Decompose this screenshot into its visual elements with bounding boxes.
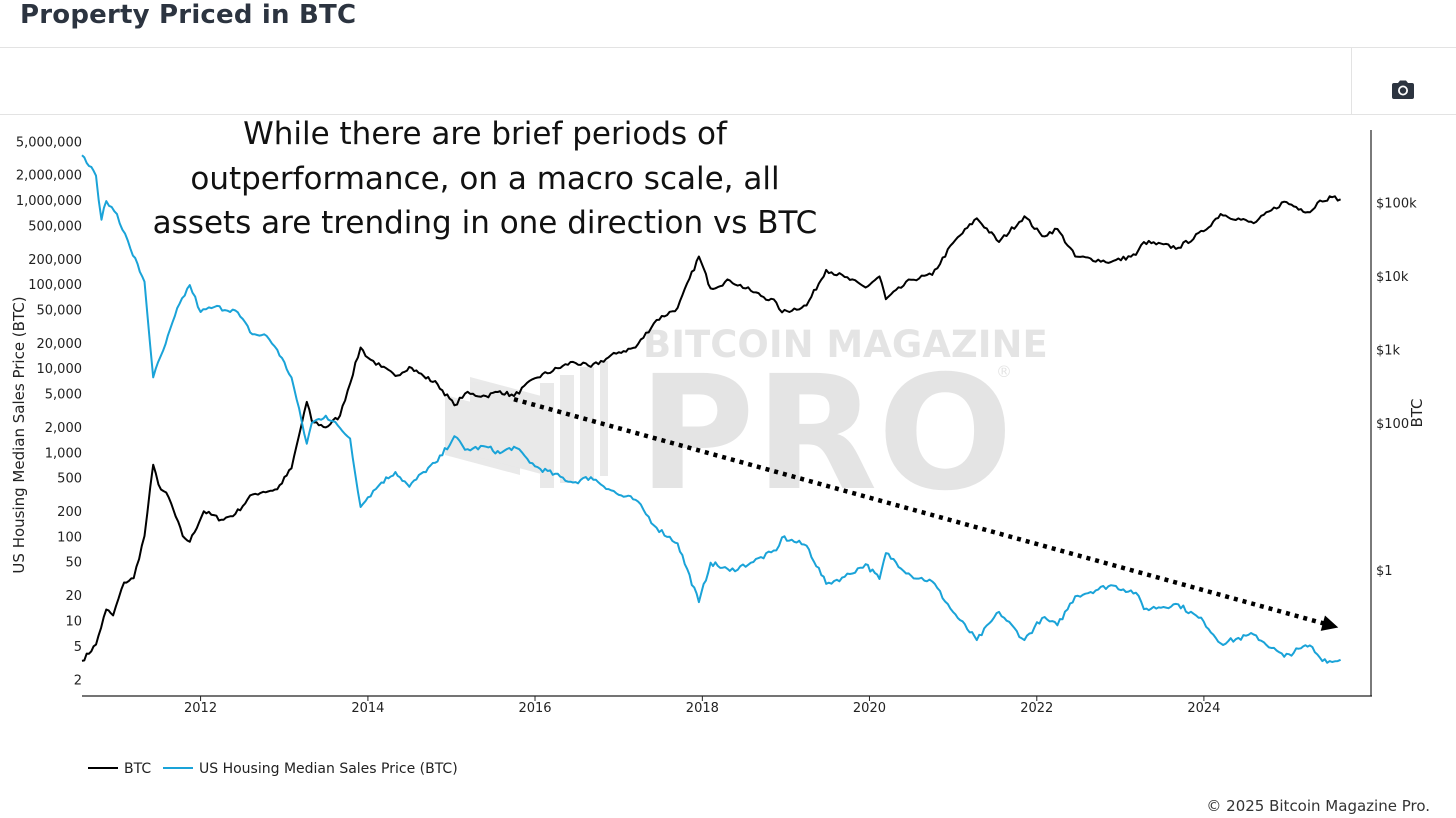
x-tick-label: 2012 bbox=[184, 701, 217, 716]
right-tick-label: $100k bbox=[1376, 197, 1417, 212]
annotation-line-3: assets are trending in one direction vs … bbox=[153, 205, 818, 241]
left-tick-label: 10,000 bbox=[37, 362, 83, 377]
chart-legend: BTC US Housing Median Sales Price (BTC) bbox=[88, 761, 458, 777]
legend-label-btc: BTC bbox=[124, 761, 151, 777]
watermark-registered-mark: ® bbox=[996, 362, 1012, 381]
x-tick-label: 2016 bbox=[518, 701, 551, 716]
left-tick-label: 10 bbox=[65, 614, 82, 629]
left-tick-label: 50,000 bbox=[37, 303, 83, 318]
watermark-mark-icon bbox=[445, 361, 608, 488]
left-tick-label: 200,000 bbox=[28, 253, 82, 268]
x-tick-label: 2022 bbox=[1020, 701, 1053, 716]
right-axis-ticks: $1 $100 $1k $10k $100k bbox=[1376, 197, 1417, 580]
left-tick-label: 5,000 bbox=[45, 388, 82, 403]
chart-area: BITCOIN MAGAZINE PRO ® 2 5 10 20 50 100 200 500… bbox=[10, 116, 1426, 777]
series-layer bbox=[81, 154, 1342, 664]
annotation-line-1: While there are brief periods of bbox=[243, 116, 728, 152]
left-tick-label: 100,000 bbox=[28, 278, 82, 293]
housing-price-line bbox=[81, 154, 1342, 664]
left-tick-label: 1,000,000 bbox=[16, 194, 82, 209]
left-tick-label: 20,000 bbox=[37, 337, 83, 352]
right-axis-title: BTC bbox=[1408, 398, 1426, 427]
watermark-line1: BITCOIN MAGAZINE bbox=[643, 323, 1048, 366]
right-tick-label: $1k bbox=[1376, 344, 1401, 359]
left-tick-label: 100 bbox=[57, 530, 82, 545]
right-tick-label: $10k bbox=[1376, 270, 1409, 285]
chart-toolbar bbox=[0, 48, 1456, 115]
legend-item-housing[interactable]: US Housing Median Sales Price (BTC) bbox=[163, 761, 458, 777]
x-tick-label: 2024 bbox=[1187, 701, 1220, 716]
trend-arrow-line bbox=[513, 397, 1332, 628]
left-tick-label: 500,000 bbox=[28, 219, 82, 234]
left-tick-label: 5 bbox=[74, 640, 82, 655]
trend-arrow-head bbox=[1320, 615, 1339, 631]
left-tick-label: 2 bbox=[74, 673, 82, 688]
right-tick-label: $1 bbox=[1376, 564, 1393, 579]
x-tick-label: 2020 bbox=[853, 701, 886, 716]
left-tick-label: 200 bbox=[57, 505, 82, 520]
left-tick-label: 20 bbox=[65, 589, 82, 604]
legend-label-housing: US Housing Median Sales Price (BTC) bbox=[199, 761, 458, 777]
camera-icon[interactable] bbox=[1390, 79, 1416, 101]
copyright-text: © 2025 Bitcoin Magazine Pro. bbox=[1206, 797, 1430, 815]
annotation-text: While there are brief periods of outperf… bbox=[153, 116, 818, 241]
x-axis-ticks: 2012 2014 2016 2018 2020 2022 2024 bbox=[184, 696, 1220, 716]
x-tick-label: 2018 bbox=[686, 701, 719, 716]
left-tick-label: 2,000 bbox=[45, 421, 82, 436]
right-tick-label: $100 bbox=[1376, 417, 1409, 432]
watermark-line2: PRO bbox=[638, 342, 1013, 526]
left-tick-label: 5,000,000 bbox=[16, 135, 82, 150]
left-axis-title: US Housing Median Sales Price (BTC) bbox=[10, 296, 28, 573]
left-tick-label: 2,000,000 bbox=[16, 169, 82, 184]
watermark-logo: BITCOIN MAGAZINE PRO ® bbox=[445, 323, 1048, 526]
header-bar: Property Priced in BTC bbox=[0, 0, 1456, 48]
left-tick-label: 50 bbox=[65, 556, 82, 571]
toolbar-divider bbox=[1351, 48, 1352, 114]
x-tick-label: 2014 bbox=[351, 701, 384, 716]
annotation-line-2: outperformance, on a macro scale, all bbox=[190, 161, 779, 197]
btc-price-line bbox=[81, 195, 1342, 662]
page-title: Property Priced in BTC bbox=[20, 0, 357, 30]
left-axis-ticks: 2 5 10 20 50 100 200 500 1,000 2,000 5,000 10,000 20… bbox=[16, 135, 82, 688]
left-tick-label: 500 bbox=[57, 472, 82, 487]
left-tick-label: 1,000 bbox=[45, 446, 82, 461]
chart-axes bbox=[82, 130, 1372, 697]
legend-item-btc[interactable]: BTC bbox=[88, 761, 151, 777]
trend-arrow bbox=[513, 397, 1339, 631]
